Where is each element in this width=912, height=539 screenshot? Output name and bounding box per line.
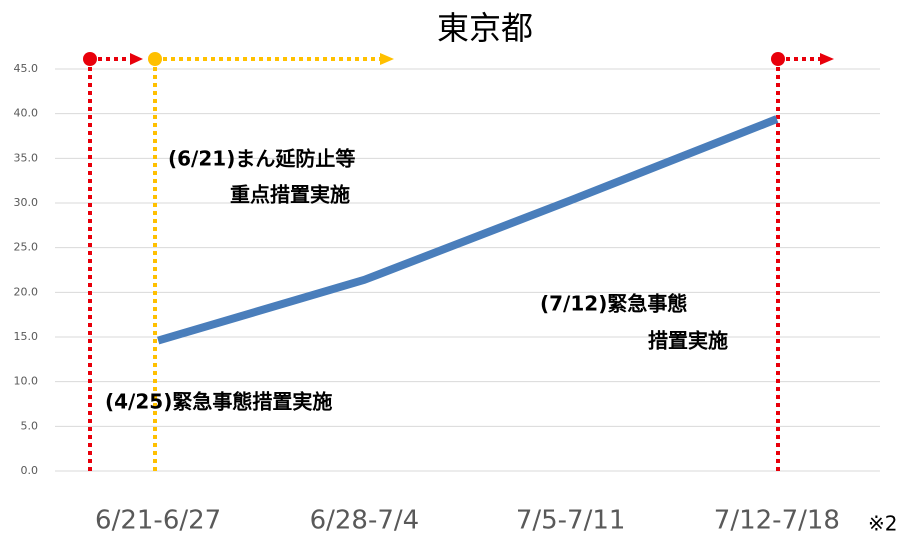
y-tick-label: 20.0 [14, 285, 39, 298]
y-tick-label: 0.0 [21, 464, 39, 477]
x-tick-label: 6/28-7/4 [310, 506, 420, 536]
y-tick-label: 40.0 [14, 107, 39, 120]
x-tick-label: 7/5-7/11 [516, 506, 626, 536]
line [156, 115, 779, 345]
y-tick-label: 5.0 [21, 419, 39, 432]
event-dot [148, 52, 162, 66]
annotation: 措置実施 [648, 329, 728, 353]
annotation: (6/21)まん延防止等 [168, 147, 355, 171]
arrow-head [380, 53, 394, 65]
event-dot [83, 52, 97, 66]
x-tick-label: 6/21-6/27 [95, 506, 221, 536]
event-dot [771, 52, 785, 66]
chart-title: 東京都 [437, 9, 533, 47]
grid: 0.0 5.0 10.0 15.0 20.0 25.0 30.0 35.0 40.0 45.0 [14, 62, 880, 477]
arrow-head [820, 53, 834, 65]
y-tick-label: 25.0 [14, 241, 39, 254]
y-tick-label: 30.0 [14, 196, 39, 209]
y-tick-label: 15.0 [14, 330, 39, 343]
x-tick-label: 7/12-7/18 [714, 506, 840, 536]
annotation: 重点措置実施 [230, 183, 350, 207]
y-tick-label: 45.0 [14, 62, 39, 75]
annotation: (7/12)緊急事態 [540, 292, 687, 316]
y-tick-label: 10.0 [14, 375, 39, 388]
y-tick-label: 35.0 [14, 151, 39, 164]
annotation: (4/25)緊急事態措置実施 [105, 390, 332, 414]
event-markers [88, 57, 822, 475]
annotation: ※2 [868, 512, 897, 536]
arrow-head [130, 53, 143, 65]
